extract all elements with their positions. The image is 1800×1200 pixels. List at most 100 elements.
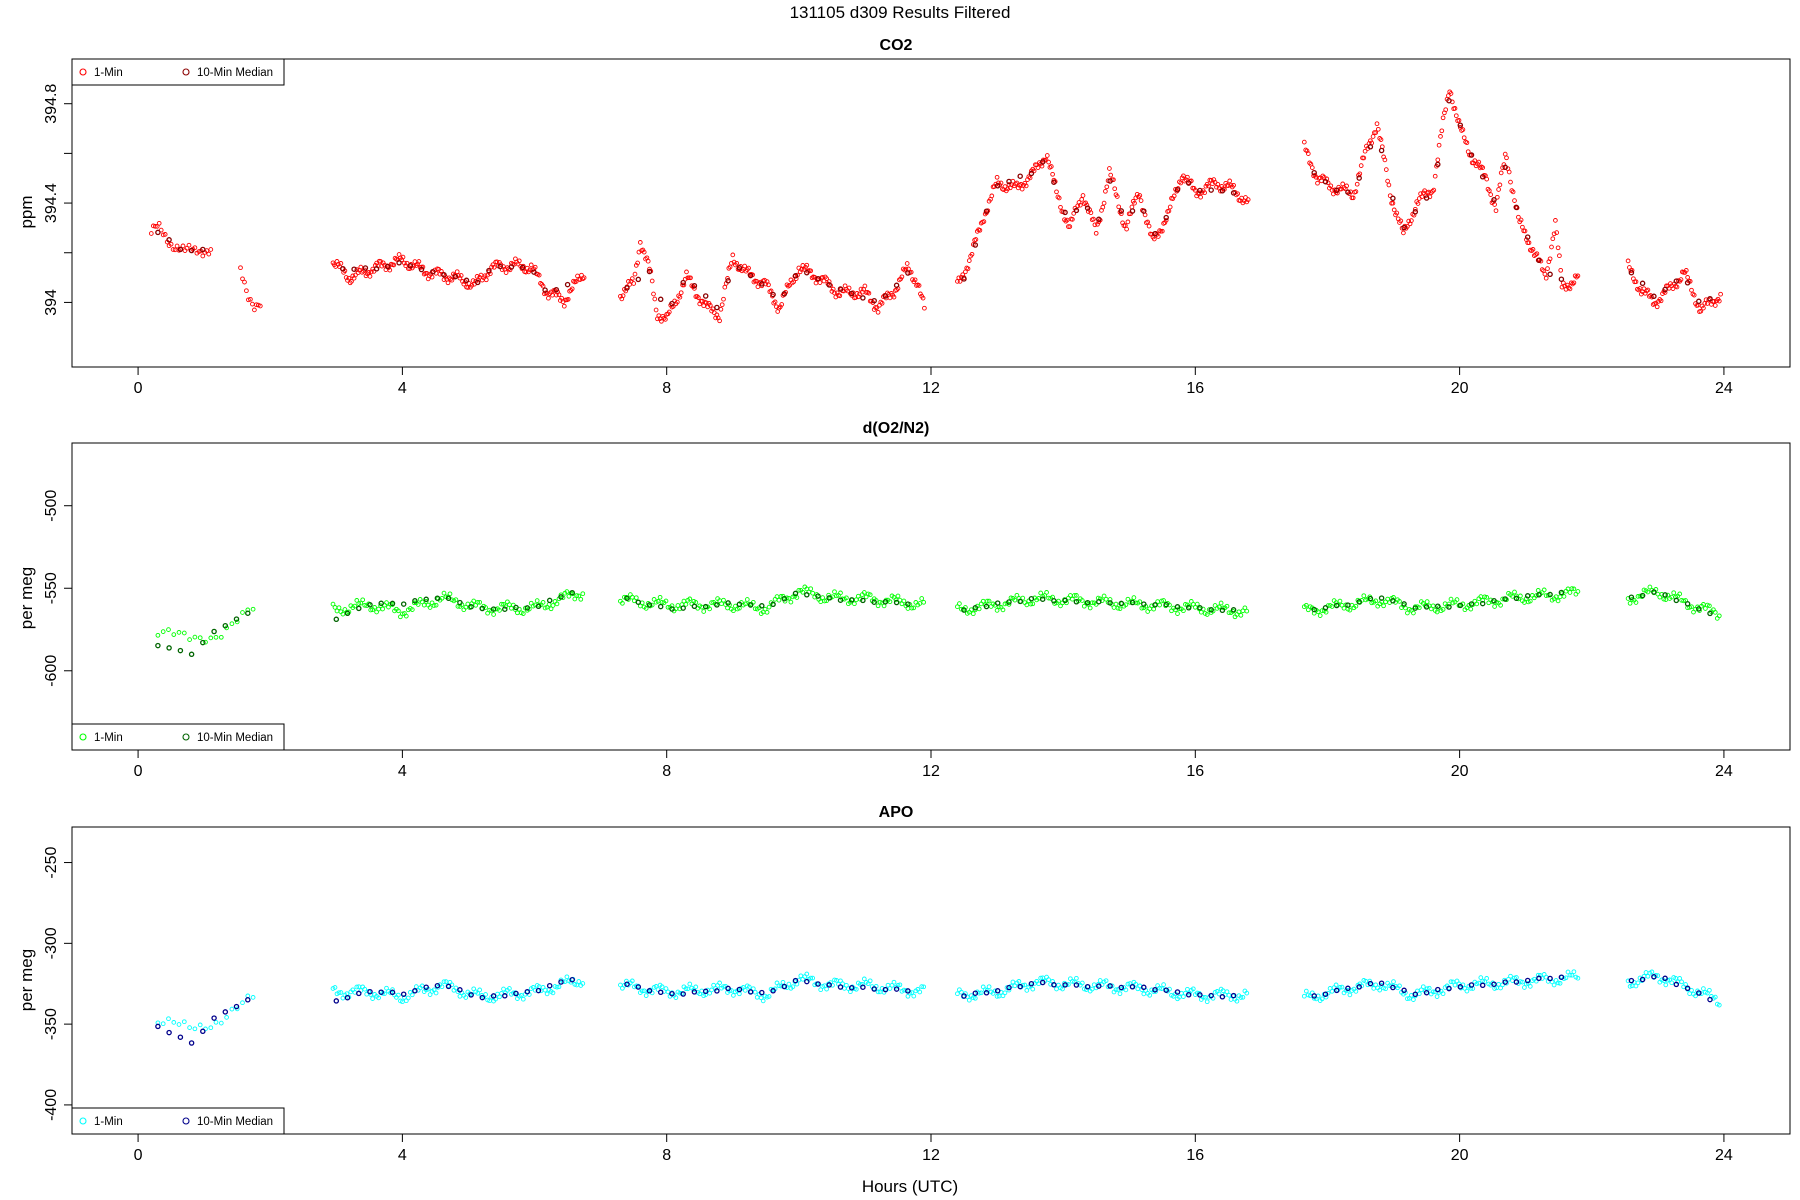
apo-point	[1683, 982, 1688, 987]
apo-point	[213, 1019, 219, 1025]
apo-point	[919, 984, 925, 989]
co2-point	[1151, 236, 1157, 242]
co2-point	[1152, 230, 1158, 237]
apo-point	[463, 995, 469, 1000]
co2-point	[973, 237, 979, 242]
apo-point	[155, 1023, 161, 1030]
co2-point	[994, 174, 1000, 180]
apo-point	[1426, 985, 1432, 991]
apo-point	[1333, 987, 1340, 994]
apo-point	[663, 986, 669, 991]
co2-point	[1333, 187, 1340, 194]
o2n2-point	[423, 599, 429, 604]
co2-point	[469, 282, 475, 288]
co2-point	[1328, 183, 1334, 189]
co2-point	[186, 242, 192, 248]
co2-point	[1198, 194, 1203, 200]
co2-point	[1066, 224, 1071, 229]
o2n2-point	[1175, 611, 1180, 616]
co2-point	[1125, 219, 1131, 225]
co2-point	[1121, 223, 1127, 228]
co2-point	[1050, 171, 1055, 177]
o2n2-point	[1039, 596, 1046, 602]
o2n2-point	[412, 598, 418, 604]
apo-point	[1129, 984, 1136, 990]
apo-point	[192, 1026, 198, 1032]
co2-point	[635, 276, 642, 283]
co2-point	[1530, 247, 1536, 252]
apo-point	[507, 986, 512, 991]
apo-point	[187, 1025, 192, 1030]
co2-point	[1118, 208, 1125, 214]
o2n2-point	[919, 596, 925, 601]
o2n2-x-tick-label: 12	[922, 763, 940, 780]
o2n2-point	[1645, 589, 1651, 595]
o2n2-point	[1633, 600, 1639, 605]
co2-point	[1353, 189, 1359, 194]
co2-point	[674, 299, 680, 305]
co2-point	[407, 263, 414, 269]
apo-point	[229, 1006, 235, 1012]
co2-point	[1504, 155, 1509, 161]
o2n2-point	[1006, 602, 1012, 607]
apo-point	[770, 988, 776, 994]
apo-point	[848, 985, 855, 991]
co2-point	[454, 269, 460, 275]
apo-point	[1345, 985, 1351, 992]
co2-point	[445, 280, 451, 286]
co2-point	[1058, 204, 1063, 210]
o2n2-point	[358, 600, 364, 606]
apo-point	[693, 984, 699, 990]
co2-point	[1162, 220, 1168, 225]
apo-point	[759, 989, 765, 996]
apo-point	[1378, 980, 1385, 986]
apo-panel: APO per meg 0 4 8 12 16 20 24-400-350-300-250 …	[17, 804, 1791, 1164]
o2n2-point	[1353, 603, 1359, 609]
co2-point	[1439, 128, 1445, 134]
co2-x-tick-label: 8	[662, 380, 671, 397]
o2n2-point	[400, 601, 407, 607]
o2n2-point	[1174, 604, 1181, 610]
apo-point	[1118, 984, 1125, 991]
co2-point	[702, 293, 709, 299]
co2-point	[1551, 231, 1557, 237]
o2n2-point	[1681, 598, 1686, 604]
apo-point	[1522, 985, 1527, 990]
co2-point	[366, 269, 372, 275]
apo-point	[1006, 984, 1012, 991]
co2-point	[1662, 290, 1668, 295]
suptitle: 131105 d309 Results Filtered	[790, 3, 1011, 22]
co2-point	[1472, 158, 1478, 164]
o2n2-point	[759, 603, 765, 609]
co2-point	[808, 268, 814, 274]
apo-point	[1684, 985, 1691, 992]
o2n2-point	[1518, 593, 1523, 599]
o2n2-point	[776, 597, 782, 603]
co2-point	[557, 298, 563, 303]
apo-point	[554, 984, 560, 990]
o2n2-point	[1070, 596, 1075, 602]
apo-point	[1197, 992, 1203, 998]
o2n2-point	[1405, 610, 1410, 616]
co2-point	[1508, 179, 1513, 185]
co2-point	[1370, 134, 1376, 139]
co2-panel-title: CO2	[880, 37, 913, 54]
apo-point	[780, 979, 786, 985]
co2-point	[633, 263, 639, 268]
co2-point	[678, 290, 684, 296]
apo-point	[457, 987, 463, 993]
o2n2-point	[848, 597, 855, 603]
o2n2-point	[233, 616, 240, 622]
apo-legend: 1-Min 10-Min Median	[71, 1107, 285, 1135]
apo-point	[200, 1028, 206, 1035]
o2n2-point	[1696, 606, 1702, 612]
apo-point	[624, 978, 629, 984]
o2n2-point	[1436, 605, 1442, 610]
o2n2-point	[669, 606, 675, 612]
o2n2-point	[1218, 600, 1224, 606]
o2n2-point	[245, 607, 251, 613]
o2n2-point	[1159, 598, 1164, 604]
apo-point	[859, 981, 865, 987]
co2-point	[1534, 251, 1540, 257]
apo-point	[1230, 992, 1237, 999]
